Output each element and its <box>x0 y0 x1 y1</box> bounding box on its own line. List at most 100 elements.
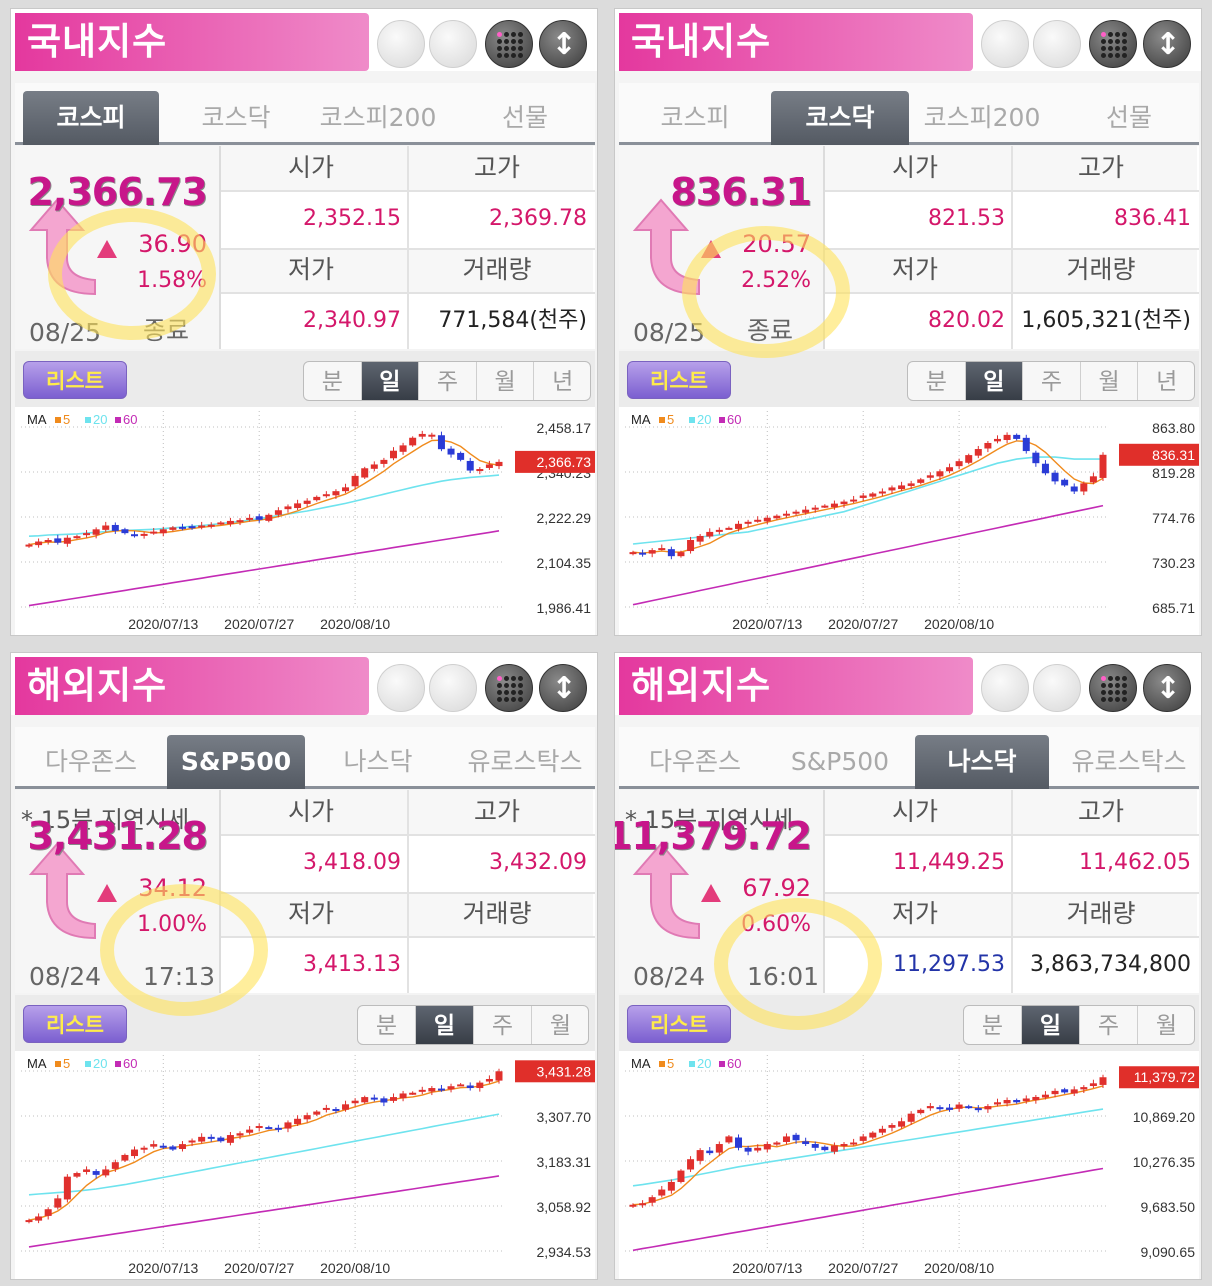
blank-circle-button[interactable] <box>1033 664 1081 712</box>
candle <box>715 527 723 535</box>
candle <box>447 1083 455 1093</box>
period-button-2[interactable]: 주 <box>419 362 477 400</box>
period-button-1[interactable]: 일 <box>965 362 1024 400</box>
period-button-4[interactable]: 년 <box>1138 362 1194 400</box>
chart-controls: 리스트 분 일 주 월 <box>619 995 1199 1051</box>
blank-circle-button[interactable] <box>377 20 425 68</box>
period-button-1[interactable]: 일 <box>416 1006 474 1044</box>
grid-divider <box>1011 146 1013 349</box>
candle <box>466 457 474 474</box>
grid-menu-icon <box>1101 676 1127 702</box>
period-button-2[interactable]: 주 <box>1023 362 1081 400</box>
tab-2[interactable]: 나스닥 <box>915 735 1049 789</box>
grid-menu-button[interactable] <box>485 664 533 712</box>
candle <box>821 504 829 509</box>
tab-2[interactable]: 코스피200 <box>915 91 1049 145</box>
ma60-line <box>632 504 1104 606</box>
period-button-1[interactable]: 일 <box>1022 1006 1080 1044</box>
candle <box>92 527 100 539</box>
candle <box>706 528 714 539</box>
period-button-3[interactable]: 월 <box>1081 362 1139 400</box>
delay-label: * 15분 지연시세 <box>21 806 190 834</box>
tab-0[interactable]: 다우존스 <box>23 735 159 789</box>
period-button-3[interactable]: 월 <box>532 1006 588 1044</box>
tab-0[interactable]: 다우존스 <box>627 735 763 789</box>
candle <box>773 1141 781 1147</box>
period-button-1[interactable]: 일 <box>361 362 420 400</box>
tab-1[interactable]: 코스닥 <box>771 91 909 145</box>
tab-3[interactable]: 유로스탁스50▶ <box>455 735 595 830</box>
open-value: 11,449.25 <box>893 850 1005 875</box>
panel-header: 해외지수 ↕ <box>615 653 1201 715</box>
tab-3[interactable]: 선물 <box>455 91 595 145</box>
tab-2[interactable]: 코스피200 <box>311 91 445 145</box>
candle <box>993 1098 1001 1107</box>
blank-circle-button[interactable] <box>981 20 1029 68</box>
ma20-line <box>28 474 500 537</box>
candle <box>782 1133 790 1145</box>
tab-1[interactable]: 코스닥 <box>167 91 305 145</box>
legend-label: 20 <box>93 412 107 427</box>
tab-3[interactable]: 선물 <box>1059 91 1199 145</box>
period-button-0[interactable]: 분 <box>964 1006 1022 1044</box>
candle <box>313 495 321 502</box>
price-chart: MA 5 20 60 3,431.28 3,307.70 3,183.31 3,058.92 2… <box>15 1051 595 1279</box>
info-button[interactable]: ↕ <box>539 664 587 712</box>
tab-3[interactable]: 유로스탁스50▶ <box>1059 735 1199 830</box>
period-button-3[interactable]: 월 <box>477 362 535 400</box>
candle <box>773 514 781 520</box>
grid-menu-icon <box>1101 32 1127 58</box>
ma5-line <box>632 1085 1104 1206</box>
legend-swatch <box>689 1061 695 1067</box>
up-triangle-icon <box>701 884 721 902</box>
blank-circle-button[interactable] <box>429 664 477 712</box>
candle <box>178 1141 186 1152</box>
tab-1[interactable]: S&P500 <box>167 735 305 789</box>
candle <box>351 473 359 490</box>
list-button[interactable]: 리스트 <box>627 1005 731 1043</box>
candle <box>955 1102 963 1112</box>
candle <box>869 1131 877 1139</box>
grid-menu-button[interactable] <box>1089 20 1137 68</box>
period-button-2[interactable]: 주 <box>1080 1006 1138 1044</box>
tab-1[interactable]: S&P500 <box>771 735 909 789</box>
grid-menu-button[interactable] <box>1089 664 1137 712</box>
grid-menu-button[interactable] <box>485 20 533 68</box>
list-button[interactable]: 리스트 <box>23 1005 127 1043</box>
blank-circle-button[interactable] <box>429 20 477 68</box>
list-button[interactable]: 리스트 <box>23 361 127 399</box>
blank-circle-button[interactable] <box>377 664 425 712</box>
candle <box>792 1132 800 1144</box>
list-button[interactable]: 리스트 <box>627 361 731 399</box>
current-price: 2,366.73 <box>27 170 208 214</box>
price-change: 67.92 <box>742 874 811 902</box>
period-button-0[interactable]: 분 <box>908 362 966 400</box>
period-button-4[interactable]: 년 <box>534 362 590 400</box>
info-button[interactable]: ↕ <box>1143 664 1191 712</box>
info-button[interactable]: ↕ <box>539 20 587 68</box>
tab-2[interactable]: 나스닥 <box>311 735 445 789</box>
candle <box>226 517 234 527</box>
candle <box>169 1145 177 1151</box>
candle <box>869 492 877 499</box>
candle <box>639 1200 647 1208</box>
blank-circle-button[interactable] <box>1033 20 1081 68</box>
candlestick-chart: MA 5 20 602,458.172,340.232,222.292,104.351… <box>21 411 595 632</box>
candle <box>974 1105 982 1113</box>
tab-label: 코스피200 <box>923 103 1041 132</box>
info-button[interactable]: ↕ <box>1143 20 1191 68</box>
blank-circle-button[interactable] <box>981 664 1029 712</box>
legend-swatch <box>659 417 665 423</box>
period-button-3[interactable]: 월 <box>1138 1006 1194 1044</box>
period-button-0[interactable]: 분 <box>358 1006 416 1044</box>
candle <box>763 1141 771 1153</box>
grid-divider <box>221 190 595 192</box>
info-icon: ↕ <box>551 27 577 62</box>
tab-0[interactable]: 코스피 <box>23 91 159 145</box>
high-value: 2,369.78 <box>489 206 587 231</box>
period-button-2[interactable]: 주 <box>474 1006 532 1044</box>
candle <box>917 477 925 485</box>
period-button-0[interactable]: 분 <box>304 362 362 400</box>
candle <box>54 1194 62 1210</box>
tab-0[interactable]: 코스피 <box>627 91 763 145</box>
